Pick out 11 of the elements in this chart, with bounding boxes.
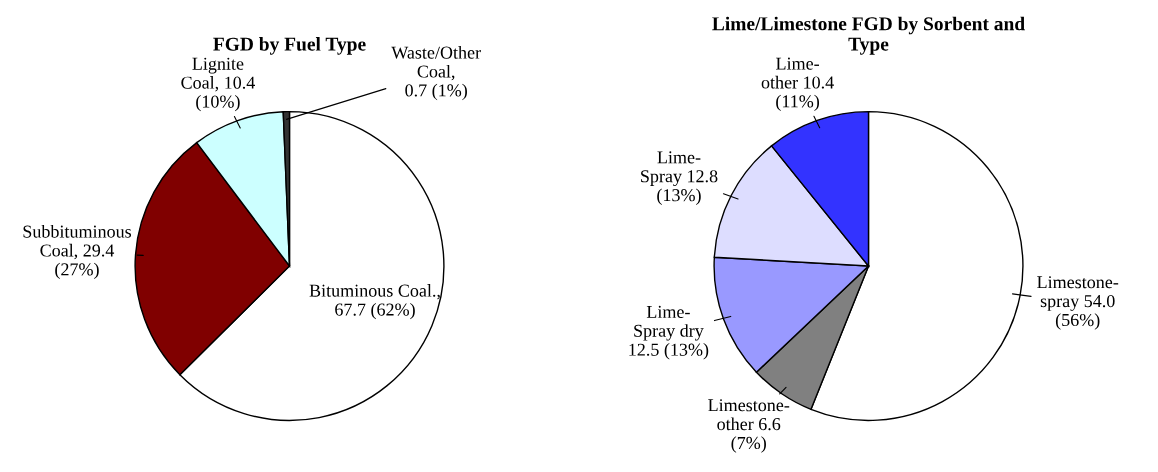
chart-title: Lime/Limestone FGD by Sorbent and Type (712, 16, 1025, 55)
slice-label: Limestone- other 6.6 (7%) (708, 399, 790, 453)
slice-label: Lignite Coal, 10.4 (10%) (181, 57, 255, 112)
chart-title: FGD by Fuel Type (213, 37, 366, 55)
slice-label: Lime- Spray dry 12.5 (13%) (629, 305, 709, 360)
slice-label: Lime- Spray 12.8 (13%) (641, 151, 718, 205)
slice-label: Waste/Other Coal, 0.7 (1%) (391, 46, 481, 101)
slice-label: Lime- other 10.4 (11%) (761, 57, 834, 112)
slice-label: Limestone- spray 54.0 (56%) (1037, 276, 1119, 330)
slice-label: Subbituminous Coal, 29.4 (27%) (23, 224, 132, 280)
slice-label: Bituminous Coal., 67.7 (62%) (309, 284, 440, 320)
